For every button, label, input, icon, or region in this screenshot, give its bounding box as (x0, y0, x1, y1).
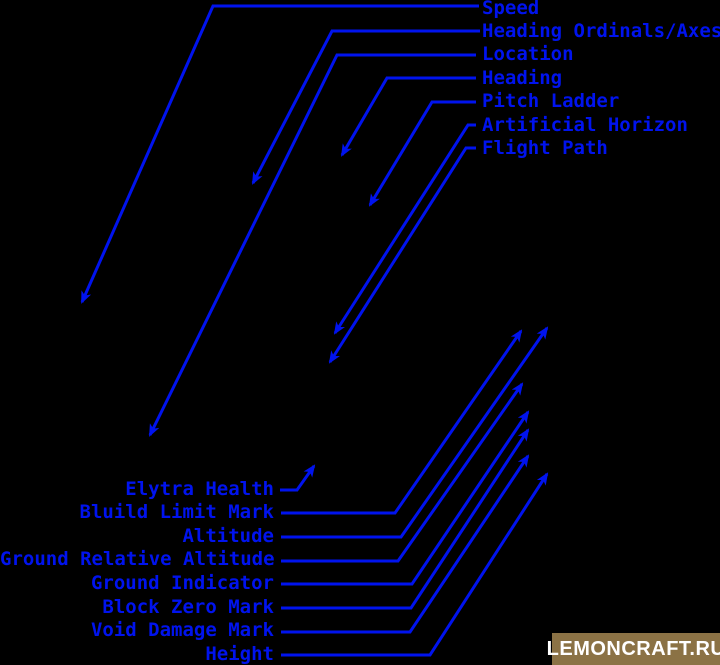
label-pitch-ladder: Pitch Ladder (482, 90, 620, 113)
arrow-pitch-ladder (368, 100, 476, 207)
arrow-flight-path (328, 146, 476, 364)
label-location: Location (482, 43, 574, 66)
arrow-block-zero-mark (281, 428, 530, 610)
watermark: LEMONCRAFT.RU (547, 633, 720, 665)
arrow-location (148, 53, 476, 437)
label-artificial-horizon: Artificial Horizon (482, 113, 688, 136)
arrow-heading-ordinals (251, 29, 480, 185)
arrow-altitude (281, 326, 549, 539)
label-ground-relative-altitude: Ground Relative Altitude (0, 548, 275, 571)
arrow-heading (340, 76, 476, 157)
arrow-artificial-horizon (333, 123, 476, 335)
label-height: Height (205, 642, 274, 665)
label-speed: Speed (482, 0, 540, 19)
label-heading-ordinals: Heading Ordinals/Axes (482, 19, 720, 42)
label-void-damage-mark: Void Damage Mark (90, 619, 274, 642)
arrow-void-damage-mark (281, 454, 530, 634)
label-ground-indicator: Ground Indicator (90, 572, 274, 594)
label-flight-path: Flight Path (482, 136, 608, 159)
label-elytra-health: Elytra Health (125, 477, 274, 500)
arrow-elytra-health (280, 464, 316, 492)
arrow-build-limit-mark (281, 329, 523, 515)
arrow-ground-indicator (281, 410, 530, 586)
label-build-limit-mark: Bluild Limit Mark (79, 501, 274, 524)
label-block-zero-mark: Block Zero Mark (102, 595, 274, 618)
label-altitude: Altitude (182, 524, 274, 547)
arrow-speed (80, 4, 479, 304)
label-heading: Heading (482, 66, 563, 89)
arrow-ground-relative-altitude (281, 382, 524, 563)
arrow-height (281, 472, 549, 657)
